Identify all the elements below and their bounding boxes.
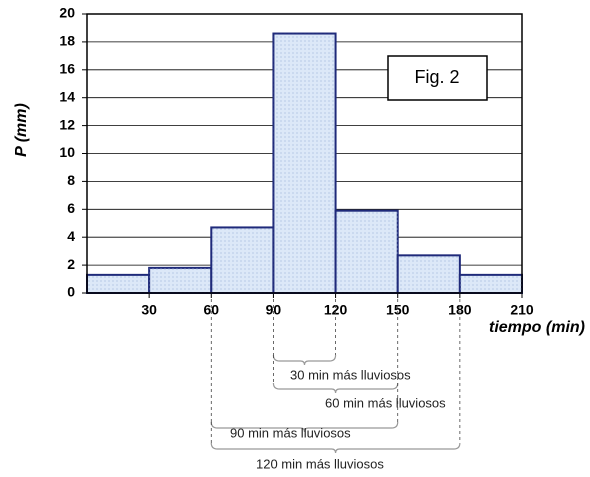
y-tick-label: 12: [59, 116, 75, 132]
x-tick-label: 60: [203, 302, 219, 318]
bar-texture: [335, 210, 398, 293]
bracket-label: 90 min más lluviosos: [230, 425, 351, 440]
y-tick-label: 20: [59, 5, 75, 21]
y-tick-label: 14: [59, 88, 75, 104]
y-tick-label: 8: [67, 172, 75, 188]
y-tick-label: 16: [59, 61, 75, 77]
x-axis-label: tiempo (min): [489, 319, 585, 336]
bracket-label: 30 min más lluviosos: [290, 367, 411, 382]
bracket: [210, 421, 399, 433]
bar-texture: [273, 33, 336, 293]
x-tick-label: 180: [448, 302, 472, 318]
y-tick-label: 2: [67, 256, 75, 272]
bracket-label: 60 min más lluviosos: [325, 395, 446, 410]
y-tick-label: 0: [67, 284, 75, 300]
bar-texture: [211, 227, 274, 293]
plot-frame: [86, 13, 523, 294]
y-tick-label: 10: [59, 144, 75, 160]
x-tick-label: 90: [266, 302, 282, 318]
x-tick-label: 30: [141, 302, 157, 318]
y-tick-label: 4: [67, 228, 75, 244]
x-tick-label: 150: [386, 302, 410, 318]
y-tick-label: 18: [59, 33, 75, 49]
bracket-label: 120 min más lluviosos: [256, 456, 384, 471]
bracket: [272, 354, 337, 366]
annotation: Fig. 2: [414, 67, 459, 87]
x-tick-label: 120: [324, 302, 348, 318]
bar-texture: [87, 274, 150, 293]
bar-texture: [397, 255, 460, 293]
bracket: [272, 382, 399, 394]
annotation-box: [387, 55, 488, 101]
y-tick-label: 6: [67, 200, 75, 216]
y-axis-label: P (mm): [13, 103, 30, 157]
bar-texture: [149, 267, 212, 293]
bar-texture: [459, 274, 522, 293]
x-tick-label: 210: [510, 302, 534, 318]
bracket: [210, 442, 461, 454]
